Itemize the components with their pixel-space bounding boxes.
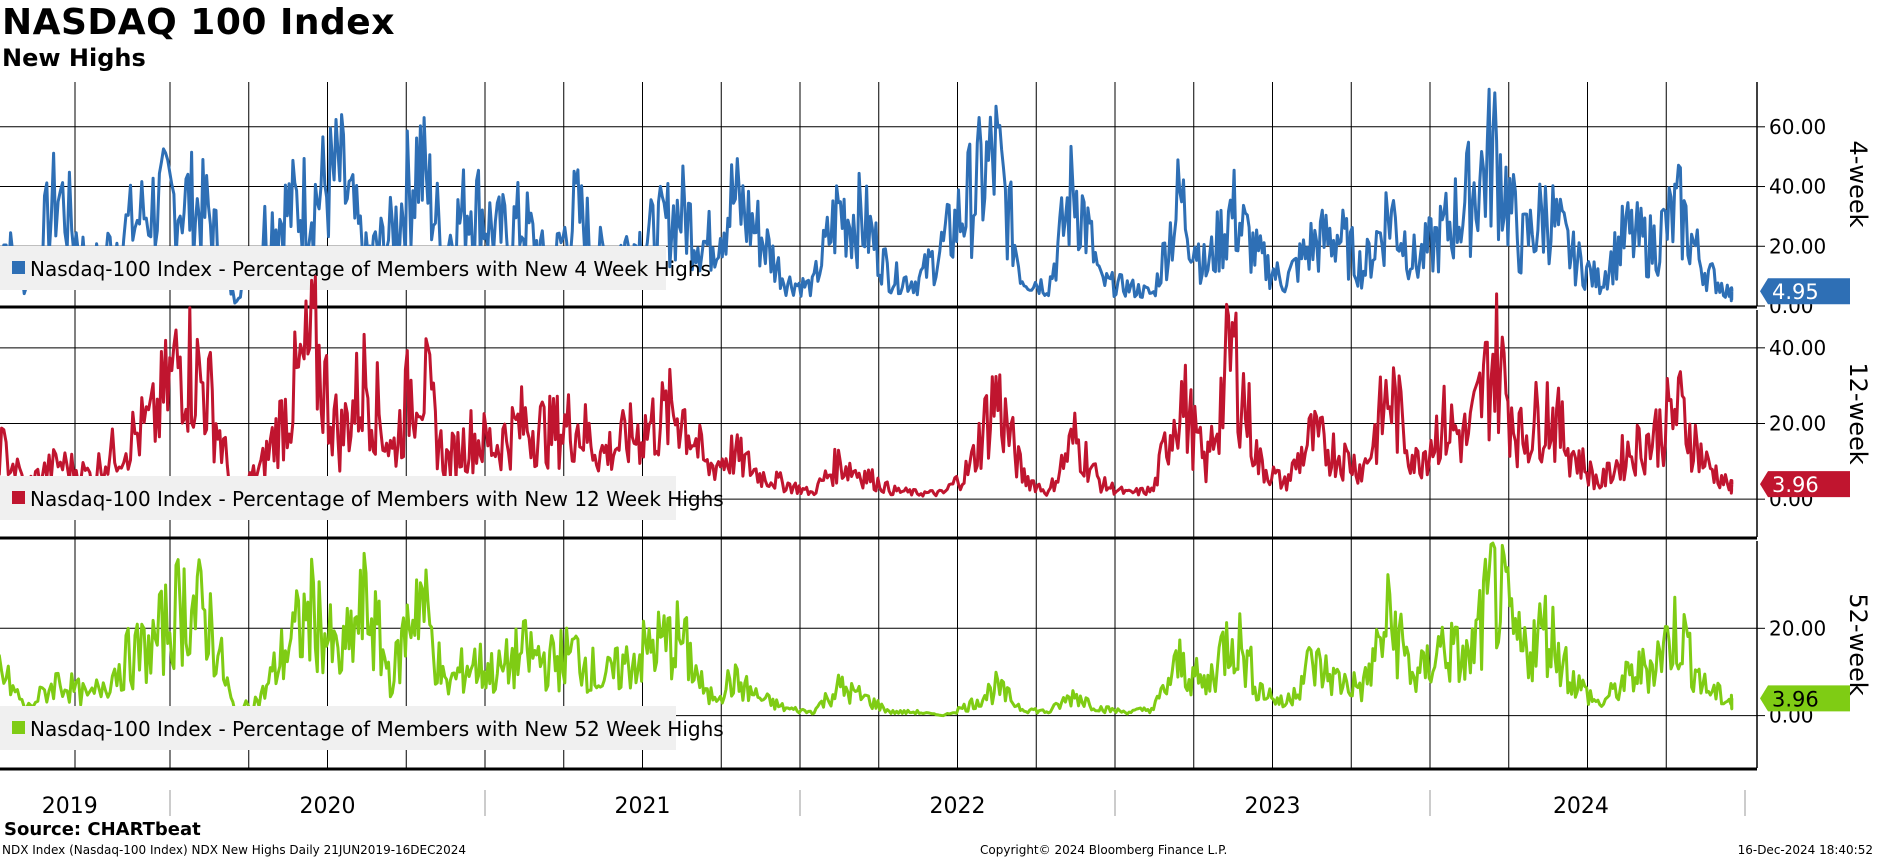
footer-source: Source: CHARTbeat bbox=[4, 819, 201, 840]
series-line bbox=[0, 275, 1734, 498]
y-tick-label: 20.00 bbox=[1769, 412, 1826, 436]
x-tick-label: 2021 bbox=[615, 794, 671, 819]
legend-swatch bbox=[12, 491, 25, 504]
legend-swatch bbox=[12, 261, 25, 274]
last-value-label: 4.95 bbox=[1772, 280, 1819, 304]
x-tick-label: 2023 bbox=[1245, 794, 1301, 819]
legend-box bbox=[0, 246, 666, 290]
last-value-tag bbox=[1760, 471, 1850, 498]
axis-title: 12-week bbox=[1844, 362, 1872, 464]
chart-title: NASDAQ 100 Index bbox=[2, 2, 395, 43]
x-tick-label: 2022 bbox=[930, 794, 986, 819]
legend-label: Nasdaq-100 Index - Percentage of Members… bbox=[30, 717, 724, 741]
axis-title: 4-week bbox=[1844, 141, 1872, 228]
legend-swatch bbox=[12, 721, 25, 734]
x-tick-label: 2019 bbox=[42, 794, 98, 819]
axis-title: 52-week bbox=[1844, 593, 1872, 695]
series-line bbox=[0, 541, 1734, 718]
legend-box bbox=[0, 476, 676, 520]
last-value-label: 3.96 bbox=[1772, 687, 1819, 711]
y-tick-label: 40.00 bbox=[1769, 336, 1826, 360]
chart-subtitle: New Highs bbox=[2, 44, 146, 72]
x-tick-label: 2020 bbox=[300, 794, 356, 819]
y-tick-label: 60.00 bbox=[1769, 115, 1826, 139]
x-tick-label: 2024 bbox=[1553, 794, 1609, 819]
y-tick-label: 20.00 bbox=[1769, 616, 1826, 640]
footer-copyright: Copyright© 2024 Bloomberg Finance L.P. bbox=[980, 843, 1228, 857]
last-value-tag bbox=[1760, 685, 1850, 712]
last-value-tag bbox=[1760, 278, 1850, 305]
y-tick-label: 40.00 bbox=[1769, 175, 1826, 199]
footer-description: NDX Index (Nasdaq-100 Index) NDX New Hig… bbox=[2, 843, 467, 857]
legend-label: Nasdaq-100 Index - Percentage of Members… bbox=[30, 257, 711, 281]
legend-box bbox=[0, 706, 676, 750]
y-tick-label: 20.00 bbox=[1769, 234, 1826, 258]
last-value-label: 3.96 bbox=[1772, 473, 1819, 497]
footer-timestamp: 16-Dec-2024 18:40:52 bbox=[1737, 843, 1873, 857]
legend-label: Nasdaq-100 Index - Percentage of Members… bbox=[30, 487, 724, 511]
